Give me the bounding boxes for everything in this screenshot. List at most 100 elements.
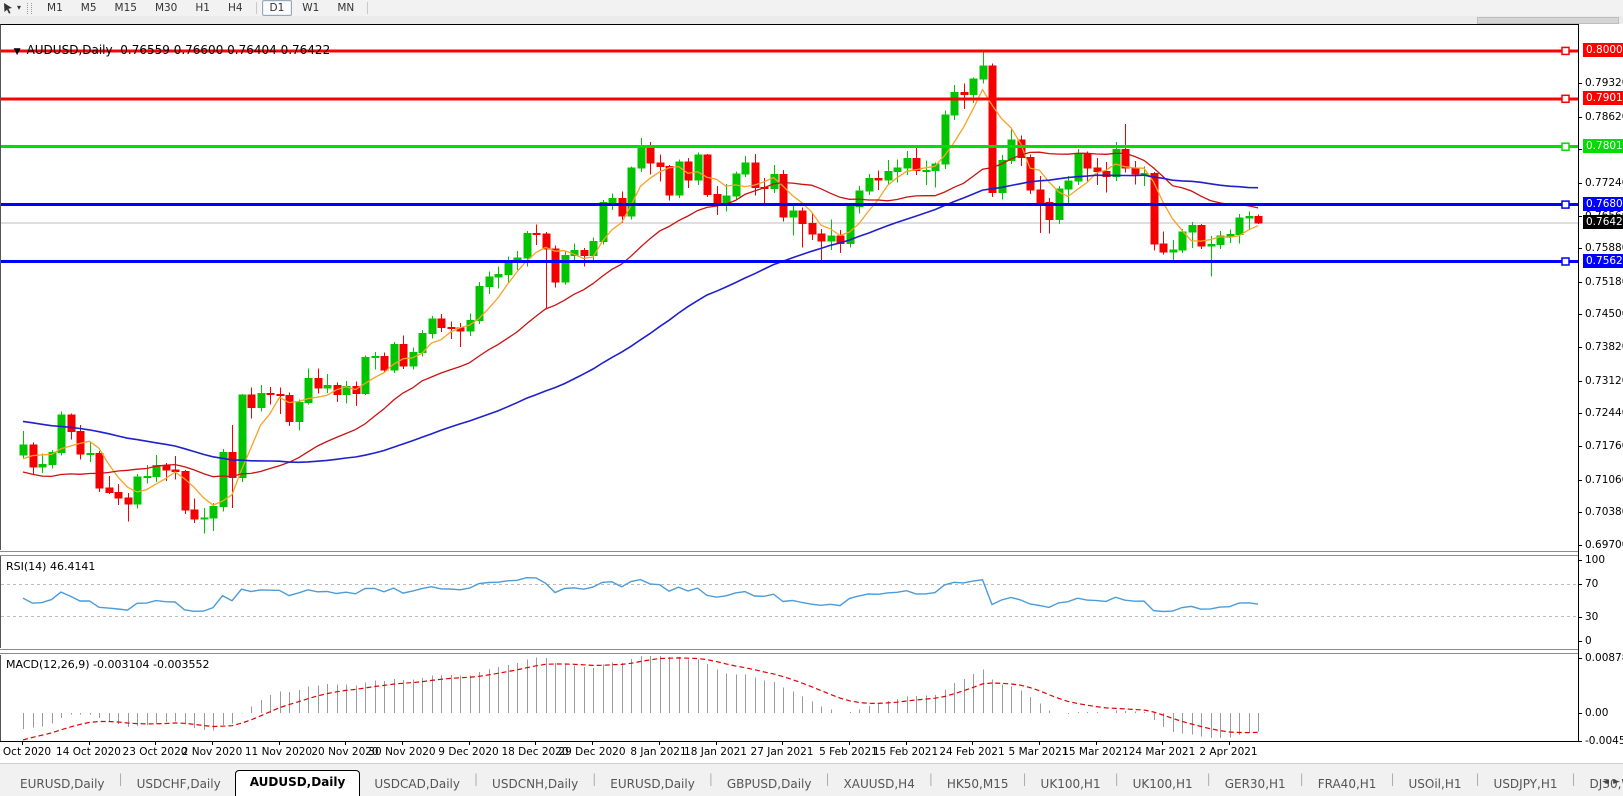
chart-tab-usdchf-daily[interactable]: USDCHF,Daily <box>136 777 221 791</box>
date-axis-tick <box>1039 742 1040 745</box>
date-axis-tick <box>402 742 403 745</box>
price-level-badge: 0.79012 <box>1583 90 1623 105</box>
date-label: 5 Feb 2021 <box>819 746 878 758</box>
toolbar-grip[interactable] <box>27 2 33 14</box>
chart-tab-ger30-h1[interactable]: GER30,H1 <box>1224 777 1286 791</box>
axis-tick <box>1578 380 1582 382</box>
date-label: 5 Mar 2021 <box>1008 746 1069 758</box>
timeframe-button-mn[interactable]: MN <box>337 2 355 14</box>
pane-separator[interactable] <box>0 649 1623 654</box>
date-label: 2 Nov 2020 <box>181 746 243 758</box>
axis-tick <box>1578 149 1582 151</box>
date-label: 15 Mar 2021 <box>1062 746 1129 758</box>
chart-tab-gbpusd-daily[interactable]: GBPUSD,Daily <box>726 777 812 791</box>
date-axis-tick <box>535 742 536 745</box>
date-label: 8 Jan 2021 <box>630 746 687 758</box>
tab-divider: | <box>1299 772 1304 786</box>
macd-signal-line <box>22 657 1259 741</box>
chart-tab-xauusd-h4[interactable]: XAUUSD,H4 <box>843 777 915 791</box>
tab-divider: | <box>1022 772 1027 786</box>
axis-tick <box>1578 314 1582 316</box>
date-axis-tick <box>716 742 717 745</box>
cursor-tool-icon[interactable] <box>2 2 16 14</box>
macd-pane[interactable] <box>0 655 1578 741</box>
date-label: 5 Oct 2020 <box>0 746 52 758</box>
timeframe-button-m1[interactable]: M1 <box>47 2 63 14</box>
macd-tick-label: 0.00 <box>1585 706 1609 719</box>
date-axis-tick <box>659 742 660 745</box>
axis-tick <box>1578 616 1582 618</box>
rsi-label: RSI(14) 46.4141 <box>6 560 96 573</box>
timeframe-button-m5[interactable]: M5 <box>80 2 97 14</box>
chart-ohlc-values: 0.76559 0.76600 0.76404 0.76422 <box>120 43 331 57</box>
axis-tick <box>1578 584 1582 586</box>
timeframe-button-h1[interactable]: H1 <box>195 2 210 14</box>
chart-tab-audusd-daily[interactable]: AUDUSD,Daily <box>234 770 361 796</box>
current-price-badge: 0.76422 <box>1583 215 1623 230</box>
rsi-pane[interactable] <box>0 556 1579 648</box>
ma-50-line <box>22 174 1259 464</box>
one-click-trading-icon[interactable]: ▼ <box>13 47 21 57</box>
date-axis-tick <box>906 742 907 745</box>
macd-tick-label: -0.004503 <box>1585 735 1623 747</box>
timeframe-button-d1[interactable]: D1 <box>261 0 293 16</box>
chart-tab-uk100-h1[interactable]: UK100,H1 <box>1040 777 1101 791</box>
tab-scroll-right-icon[interactable]: ► <box>1613 777 1620 787</box>
timeframe-button-m30[interactable]: M30 <box>154 2 178 14</box>
pane-separator[interactable] <box>0 551 1623 556</box>
price-level-badge: 0.80009 <box>1583 42 1623 57</box>
hline-marker <box>1561 142 1570 151</box>
axis-tick <box>1578 182 1582 184</box>
chart-tab-eurusd-daily[interactable]: EURUSD,Daily <box>20 777 105 791</box>
date-axis-tick <box>849 742 850 745</box>
price-chart-pane[interactable] <box>0 24 1579 550</box>
axis-tick <box>1578 712 1582 714</box>
date-label: 15 Feb 2021 <box>872 746 939 758</box>
ma-20-line <box>22 151 1259 478</box>
toolbar-separator <box>255 2 257 14</box>
axis-tick <box>1578 446 1582 448</box>
chart-tab-eurusd-daily[interactable]: EURUSD,Daily <box>610 777 695 791</box>
tab-divider: | <box>118 772 123 786</box>
price-axis[interactable]: 0.793200.786200.779400.772400.765600.758… <box>1578 24 1623 747</box>
date-label: 11 Nov 2020 <box>244 746 313 758</box>
chart-tab-uk100-h1[interactable]: UK100,H1 <box>1132 777 1193 791</box>
timeframe-button-w1[interactable]: W1 <box>302 2 320 14</box>
price-tick-label: 0.69700 <box>1585 539 1623 551</box>
timeframe-toolbar: ▾ M1 M5 M15 M30 H1 H4 D1 W1 MN <box>0 0 1623 16</box>
chart-tab-fra40-h1[interactable]: FRA40,H1 <box>1317 777 1377 791</box>
date-axis-tick <box>279 742 280 745</box>
date-label: 24 Feb 2021 <box>939 746 1005 758</box>
chart-tab-usdcnh-daily[interactable]: USDCNH,Daily <box>492 777 579 791</box>
date-label: 27 Jan 2021 <box>750 746 814 758</box>
hline-marker <box>1561 46 1570 56</box>
timeframe-button-m15[interactable]: M15 <box>114 2 137 14</box>
timeframe-button-h4[interactable]: H4 <box>227 2 243 14</box>
chart-tab-usdcad-daily[interactable]: USDCAD,Daily <box>374 777 460 791</box>
date-axis-tick <box>469 742 470 745</box>
axis-tick <box>1578 512 1582 514</box>
chart-tab-dj30-weekly[interactable]: DJ30,Weekly <box>1589 777 1623 791</box>
tab-divider: | <box>825 772 830 786</box>
candlestick-chart <box>1 46 1579 534</box>
tab-scroll-left-icon[interactable]: ◄ <box>1602 777 1610 787</box>
scrollbar-thumb[interactable] <box>1477 17 1619 24</box>
axis-tick <box>1578 83 1582 84</box>
chart-symbol-period: AUDUSD,Daily <box>26 43 113 57</box>
chart-tab-usdjpy-h1[interactable]: USDJPY,H1 <box>1493 777 1558 791</box>
chevron-down-icon[interactable]: ▾ <box>17 3 22 12</box>
date-label: 30 Nov 2020 <box>368 746 436 758</box>
tab-divider: | <box>928 772 933 786</box>
chart-tab-hk50-m15[interactable]: HK50,M15 <box>946 777 1009 791</box>
rsi-tick-label: 0 <box>1585 635 1592 647</box>
chart-tab-usoil-h1[interactable]: USOil,H1 <box>1408 777 1462 791</box>
tab-divider: | <box>474 772 479 786</box>
axis-tick <box>1578 479 1582 481</box>
